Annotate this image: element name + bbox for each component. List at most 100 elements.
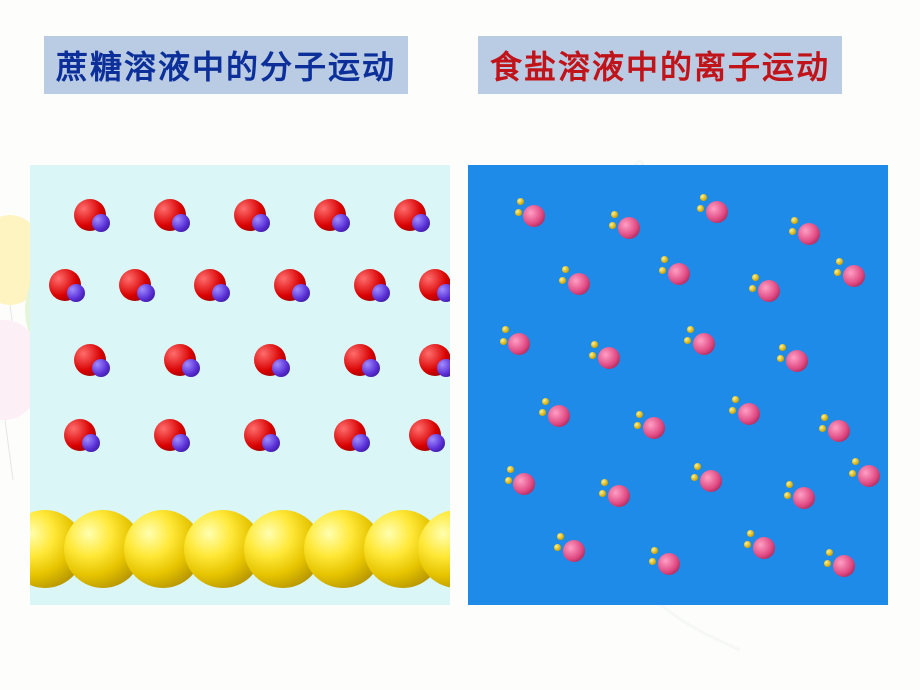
ion-dot bbox=[779, 344, 786, 351]
title-right: 食盐溶液中的离子运动 bbox=[478, 36, 842, 94]
ion-main-sphere bbox=[700, 470, 722, 492]
ion-molecule bbox=[668, 263, 690, 285]
ion-dot bbox=[752, 274, 759, 281]
hydrogen-atom bbox=[262, 434, 280, 452]
ion-molecule bbox=[758, 280, 780, 302]
ion-dot bbox=[589, 352, 596, 359]
ion-dot bbox=[819, 425, 826, 432]
ion-molecule bbox=[793, 487, 815, 509]
ion-dot bbox=[732, 396, 739, 403]
ion-dot bbox=[697, 205, 704, 212]
ion-molecule bbox=[798, 223, 820, 245]
ion-dot bbox=[500, 338, 507, 345]
hydrogen-atom bbox=[212, 284, 230, 302]
ion-dot bbox=[691, 474, 698, 481]
ion-dot bbox=[749, 285, 756, 292]
ion-molecule bbox=[700, 470, 722, 492]
water-molecule bbox=[354, 269, 404, 319]
water-molecule bbox=[394, 199, 444, 249]
ion-molecule bbox=[693, 333, 715, 355]
panel-salt-solution bbox=[468, 165, 888, 605]
ion-main-sphere bbox=[598, 347, 620, 369]
ion-dot bbox=[599, 490, 606, 497]
water-molecule bbox=[49, 269, 99, 319]
ion-molecule bbox=[608, 485, 630, 507]
ion-dot bbox=[557, 533, 564, 540]
ion-dot bbox=[729, 407, 736, 414]
hydrogen-atom bbox=[292, 284, 310, 302]
water-molecule bbox=[119, 269, 169, 319]
ion-dot bbox=[849, 470, 856, 477]
ion-main-sphere bbox=[513, 473, 535, 495]
hydrogen-atom bbox=[67, 284, 85, 302]
ion-dot bbox=[649, 558, 656, 565]
ion-dot bbox=[542, 398, 549, 405]
ion-molecule bbox=[753, 537, 775, 559]
hydrogen-atom bbox=[427, 434, 445, 452]
ion-main-sphere bbox=[658, 553, 680, 575]
ion-molecule bbox=[618, 217, 640, 239]
ion-dot bbox=[515, 209, 522, 216]
water-molecule bbox=[409, 419, 450, 469]
panel-sugar-solution bbox=[30, 165, 450, 605]
water-molecule bbox=[154, 199, 204, 249]
ion-dot bbox=[661, 256, 668, 263]
ion-molecule bbox=[706, 201, 728, 223]
ion-molecule bbox=[508, 333, 530, 355]
ion-main-sphere bbox=[706, 201, 728, 223]
ion-dot bbox=[784, 492, 791, 499]
ion-main-sphere bbox=[618, 217, 640, 239]
ion-dot bbox=[554, 544, 561, 551]
ion-molecule bbox=[598, 347, 620, 369]
ion-dot bbox=[852, 458, 859, 465]
ion-dot bbox=[826, 549, 833, 556]
ion-dot bbox=[747, 530, 754, 537]
ion-dot bbox=[744, 541, 751, 548]
ion-molecule bbox=[643, 417, 665, 439]
ion-dot bbox=[687, 326, 694, 333]
ion-molecule bbox=[548, 405, 570, 427]
ion-dot bbox=[517, 198, 524, 205]
ion-dot bbox=[684, 337, 691, 344]
water-molecule bbox=[274, 269, 324, 319]
ion-dot bbox=[634, 422, 641, 429]
ion-dot bbox=[636, 411, 643, 418]
ion-main-sphere bbox=[793, 487, 815, 509]
ion-molecule bbox=[738, 403, 760, 425]
ion-dot bbox=[591, 341, 598, 348]
hydrogen-atom bbox=[412, 214, 430, 232]
ion-dot bbox=[791, 217, 798, 224]
water-molecule bbox=[244, 419, 294, 469]
ion-dot bbox=[836, 258, 843, 265]
ion-molecule bbox=[563, 540, 585, 562]
hydrogen-atom bbox=[92, 359, 110, 377]
hydrogen-atom bbox=[137, 284, 155, 302]
hydrogen-atom bbox=[82, 434, 100, 452]
ion-main-sphere bbox=[798, 223, 820, 245]
ion-dot bbox=[789, 228, 796, 235]
ion-molecule bbox=[658, 553, 680, 575]
ion-dot bbox=[834, 269, 841, 276]
ion-dot bbox=[559, 277, 566, 284]
ion-main-sphere bbox=[843, 265, 865, 287]
title-left: 蔗糖溶液中的分子运动 bbox=[44, 36, 408, 94]
ion-molecule bbox=[858, 465, 880, 487]
ion-main-sphere bbox=[608, 485, 630, 507]
hydrogen-atom bbox=[352, 434, 370, 452]
ion-main-sphere bbox=[693, 333, 715, 355]
ion-main-sphere bbox=[833, 555, 855, 577]
hydrogen-atom bbox=[182, 359, 200, 377]
hydrogen-atom bbox=[437, 284, 450, 302]
ion-dot bbox=[659, 267, 666, 274]
ion-dot bbox=[507, 466, 514, 473]
ion-dot bbox=[651, 547, 658, 554]
ion-dot bbox=[539, 409, 546, 416]
ion-main-sphere bbox=[828, 420, 850, 442]
panels-row bbox=[30, 165, 900, 625]
water-molecule bbox=[419, 269, 450, 319]
water-molecule bbox=[74, 344, 124, 394]
ion-main-sphere bbox=[508, 333, 530, 355]
water-molecule bbox=[254, 344, 304, 394]
titles-row: 蔗糖溶液中的分子运动 食盐溶液中的离子运动 bbox=[0, 36, 920, 94]
water-molecule bbox=[164, 344, 214, 394]
